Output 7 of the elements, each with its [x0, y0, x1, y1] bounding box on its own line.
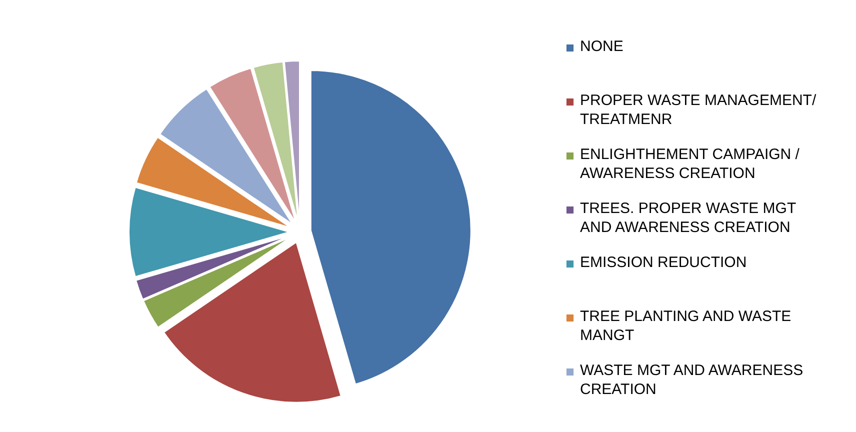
legend-label: ENLIGHTHEMENT CAMPAIGN / AWARENESS CREATION — [580, 146, 800, 182]
legend-label: WASTE MGT AND AWARENESS CREATION — [580, 362, 804, 398]
legend-label: NONE — [580, 38, 624, 55]
legend-label: TREES. PROPER WASTE MGT AND AWARENESS CREATION — [580, 200, 796, 236]
legend-label: PROPER WASTE MANAGEMENT/ TREATMENR — [580, 92, 817, 128]
legend-label: EMISSION REDUCTION — [580, 254, 747, 271]
legend-label: TREE PLANTING AND WASTE MANGT — [580, 308, 792, 344]
